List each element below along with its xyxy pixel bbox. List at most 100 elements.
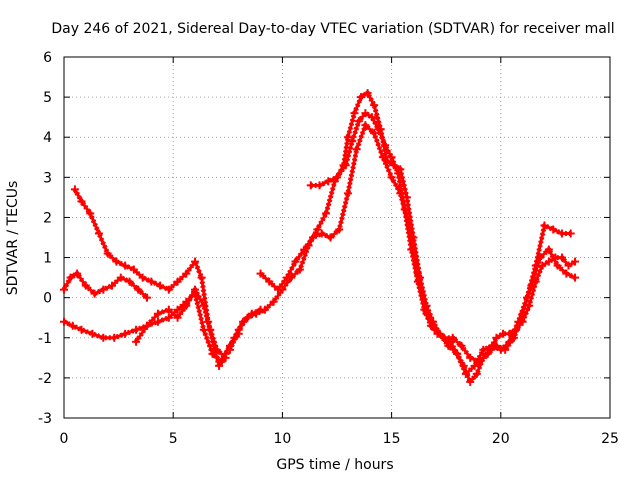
data-point — [197, 273, 206, 282]
data-point — [407, 245, 416, 254]
data-point — [536, 253, 545, 262]
x-tick-label: 10 — [273, 431, 291, 447]
y-tick-label: 0 — [43, 291, 52, 307]
data-point — [77, 197, 86, 206]
data-point — [132, 325, 141, 334]
data-point — [103, 249, 112, 258]
data-point — [99, 285, 108, 294]
data-point — [81, 281, 90, 290]
data-point — [308, 233, 317, 242]
x-tick-label: 25 — [601, 431, 619, 447]
data-point — [153, 317, 162, 326]
data-point — [116, 273, 125, 282]
data-point — [243, 313, 252, 322]
series-line-arc-e — [228, 91, 573, 376]
data-point — [291, 257, 300, 266]
data-point — [90, 289, 99, 298]
data-point — [66, 273, 75, 282]
data-point — [557, 253, 566, 262]
data-point — [394, 169, 403, 178]
data-point — [252, 309, 261, 318]
data-point — [562, 269, 571, 278]
data-point — [173, 305, 182, 314]
data-point — [295, 265, 304, 274]
data-point — [94, 229, 103, 238]
data-point — [60, 317, 68, 326]
data-point — [221, 353, 230, 362]
series-markers-arc-a — [72, 188, 262, 369]
data-point — [138, 273, 147, 282]
data-point — [156, 281, 165, 290]
data-point — [492, 333, 501, 342]
data-point — [225, 345, 234, 354]
data-point — [269, 297, 278, 306]
data-point — [335, 225, 344, 234]
data-point — [108, 281, 117, 290]
data-point — [348, 137, 357, 146]
data-point — [173, 277, 182, 286]
data-point — [68, 321, 77, 330]
data-point — [191, 257, 200, 266]
data-point — [129, 265, 138, 274]
data-point — [525, 301, 534, 310]
data-point — [459, 361, 468, 370]
data-point — [370, 129, 379, 138]
data-point — [164, 285, 173, 294]
data-point — [357, 93, 366, 102]
data-point — [315, 181, 324, 190]
data-point — [466, 377, 475, 386]
data-point — [99, 333, 108, 342]
data-point — [274, 285, 283, 294]
data-point — [531, 277, 540, 286]
y-tick-label: 3 — [43, 170, 52, 186]
y-tick-label: 6 — [43, 50, 52, 66]
data-point — [512, 325, 521, 334]
data-point — [256, 269, 265, 278]
data-point — [448, 333, 457, 342]
data-point — [505, 329, 514, 338]
data-point — [77, 325, 86, 334]
data-point — [509, 333, 518, 342]
y-axis-label: SDTVAR / TECUs — [5, 181, 21, 296]
grid-lines — [64, 57, 610, 418]
data-point — [60, 285, 68, 294]
data-point — [387, 173, 396, 182]
data-point — [571, 257, 580, 266]
data-point — [322, 209, 331, 218]
data-point — [361, 121, 370, 130]
data-point — [553, 261, 562, 270]
data-point — [470, 361, 479, 370]
data-point — [453, 349, 462, 358]
data-point — [206, 325, 215, 334]
data-point — [182, 301, 191, 310]
data-point — [164, 305, 173, 314]
data-point — [566, 229, 575, 238]
data-point — [265, 277, 274, 286]
data-point — [564, 261, 573, 270]
data-point — [544, 257, 553, 266]
data-point — [324, 177, 333, 186]
y-tick-label: -3 — [38, 411, 52, 427]
y-tick-label: 1 — [43, 251, 52, 267]
y-tick-label: 5 — [43, 90, 52, 106]
data-point — [571, 273, 580, 282]
series-markers-arc-e — [227, 90, 571, 377]
data-point — [134, 285, 143, 294]
data-point — [440, 333, 449, 342]
data-point — [142, 321, 151, 330]
data-point — [433, 329, 442, 338]
data-point — [544, 245, 553, 254]
data-point — [212, 345, 221, 354]
series-markers-arc-g — [310, 110, 577, 385]
data-point — [472, 369, 481, 378]
y-tick-label: 4 — [43, 130, 52, 146]
data-point — [352, 145, 361, 154]
data-point — [147, 277, 156, 286]
data-point — [426, 321, 435, 330]
data-point — [549, 225, 558, 234]
axis-ticks: 0 5 10 15 20 25 -3 -2 -1 0 1 2 3 4 5 6 — [38, 50, 619, 447]
data-point — [182, 269, 191, 278]
data-point — [125, 277, 134, 286]
data-point — [343, 189, 352, 198]
x-axis-label: GPS time / hours — [276, 457, 393, 473]
